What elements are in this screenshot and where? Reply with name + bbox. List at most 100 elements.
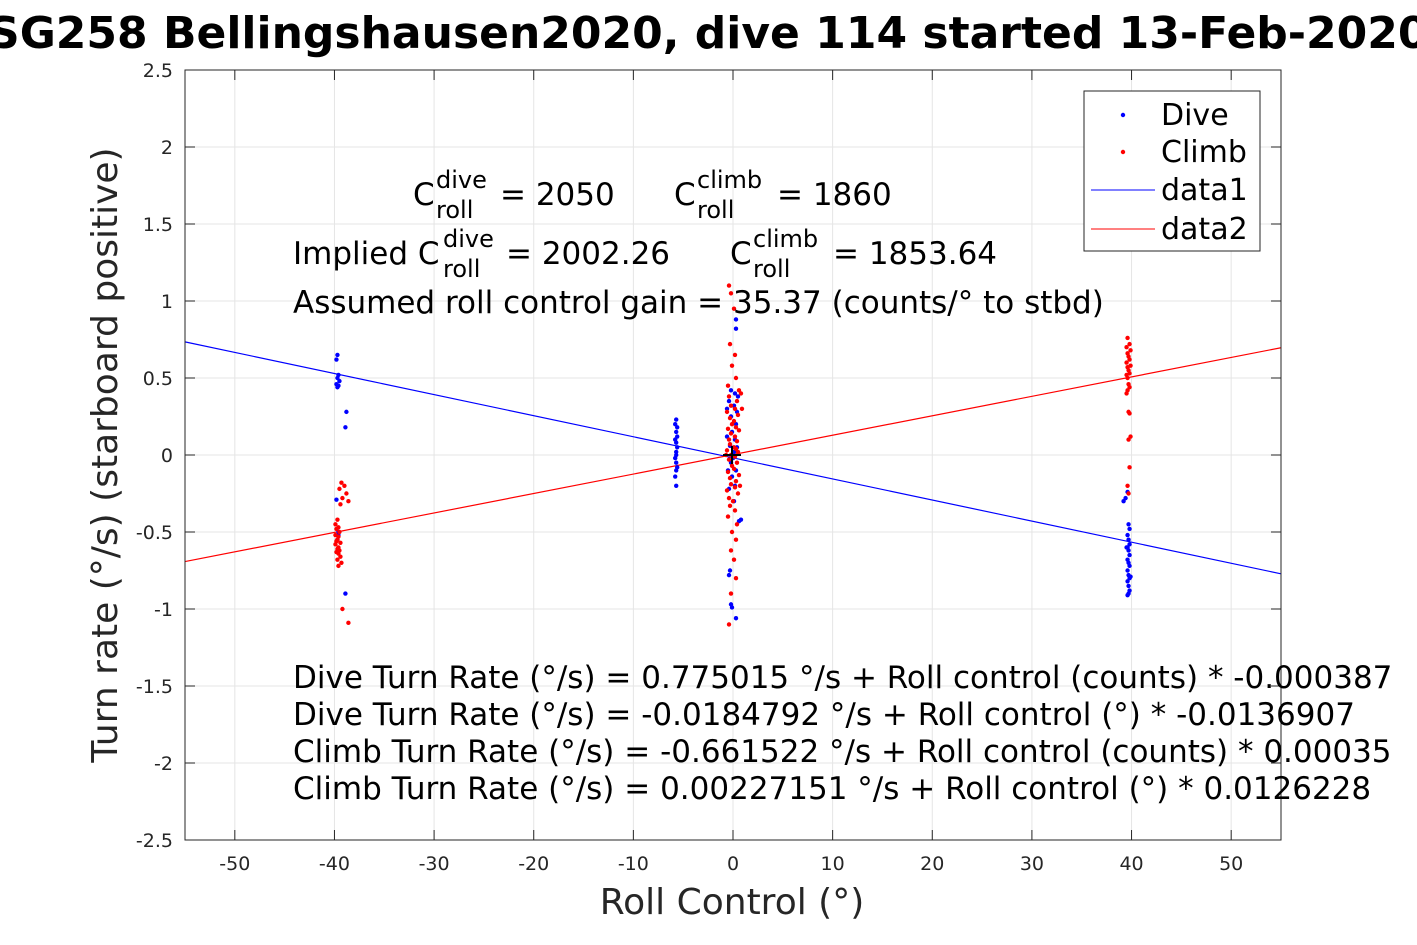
climb-point — [335, 517, 340, 522]
climb-point — [727, 475, 733, 481]
legend-climb-label: Climb — [1161, 135, 1247, 170]
tick-marks — [185, 69, 1281, 841]
climb-point — [1125, 335, 1130, 341]
roll-gain-annotation: Assumed roll control gain = 35.37 (count… — [293, 285, 1104, 321]
climb-point — [726, 457, 732, 462]
dive-point — [343, 425, 348, 430]
dive-point — [726, 398, 732, 404]
climb-point — [338, 554, 343, 559]
dive-point — [674, 417, 679, 422]
climb-point — [734, 438, 740, 444]
y-tick-label: 2.5 — [143, 60, 173, 82]
climb-point — [337, 529, 342, 535]
dive-point — [674, 460, 679, 465]
legend: Dive Climb data1 data2 — [1083, 90, 1261, 252]
climb-point — [726, 437, 732, 442]
implied-c-roll-annotation: Implied C dive roll = 2002.26 C climb ro… — [293, 225, 997, 283]
climb-point — [730, 499, 736, 504]
x-tick-label: 50 — [1219, 853, 1243, 875]
c-climb-value: = 1860 — [777, 177, 892, 213]
dive-point — [1127, 563, 1132, 569]
dive-point — [334, 497, 339, 502]
dive-point — [1127, 526, 1132, 532]
dive-point — [673, 474, 678, 479]
dive-point — [674, 429, 679, 435]
climb-point — [1124, 391, 1129, 396]
climb-point — [729, 363, 735, 368]
climb-point — [736, 428, 742, 433]
climb-point — [731, 466, 737, 472]
c-dive-symbol: C — [413, 177, 435, 213]
climb-point — [728, 591, 734, 596]
x-tick-label: -20 — [518, 853, 549, 875]
dive-point — [675, 445, 680, 450]
dive-point — [1128, 574, 1133, 579]
climb-point — [726, 394, 732, 399]
climb-point — [734, 522, 740, 527]
climb-point — [335, 557, 340, 562]
climb-point — [734, 398, 740, 404]
climb-point — [732, 352, 738, 358]
dive-point — [733, 616, 739, 621]
climb-point — [726, 495, 732, 501]
dive-point — [1126, 583, 1131, 589]
dive-point — [1127, 552, 1132, 558]
climb-point — [725, 514, 731, 519]
y-tick-label: 0.5 — [143, 368, 173, 390]
y-tick-label: 2 — [161, 137, 173, 159]
implied-dive-value: = 2002.26 — [506, 236, 670, 272]
c-climb-subscript: roll — [697, 196, 734, 224]
climb-point — [1128, 348, 1133, 353]
dive-point — [1124, 545, 1129, 550]
climb-point — [733, 576, 739, 581]
fit-equation-1: Dive Turn Rate (°/s) = 0.775015 °/s + Ro… — [293, 660, 1392, 696]
dive-point — [344, 409, 349, 415]
climb-point — [340, 606, 345, 612]
climb-point — [727, 415, 733, 421]
climb-point — [346, 499, 351, 504]
climb-point — [336, 563, 341, 569]
dive-point — [1125, 579, 1130, 584]
dive-point — [1121, 499, 1126, 504]
climb-point — [728, 548, 734, 553]
legend-box — [1083, 90, 1261, 252]
climb-point — [344, 491, 349, 496]
climb-point — [733, 478, 739, 484]
climb-point — [334, 526, 339, 532]
implied-climb-symbol: C — [730, 236, 752, 272]
climb-point — [1127, 465, 1132, 470]
climb-point — [724, 448, 730, 453]
climb-point — [333, 522, 338, 527]
dive-point — [733, 326, 739, 331]
climb-point — [731, 557, 737, 562]
dive-point — [735, 394, 741, 399]
climb-point — [339, 480, 344, 485]
climb-point — [725, 383, 731, 388]
x-tick-label: 40 — [1119, 853, 1143, 875]
legend-climb-marker — [1120, 149, 1126, 155]
climb-point — [732, 485, 738, 490]
climb-point — [1124, 345, 1129, 350]
fit-equation-3: Climb Turn Rate (°/s) = -0.661522 °/s + … — [293, 734, 1392, 770]
dive-point — [1126, 522, 1131, 527]
climb-point — [728, 291, 734, 296]
c-climb-symbol: C — [674, 177, 696, 213]
implied-dive-superscript: dive — [443, 225, 494, 253]
legend-data1-label: data1 — [1161, 173, 1248, 208]
dive-point — [335, 352, 340, 358]
dive-point — [732, 391, 738, 396]
climb-point — [726, 622, 732, 627]
climb-point — [333, 542, 338, 547]
climb-point — [1126, 491, 1131, 496]
dive-point — [727, 568, 733, 573]
x-tick-label: 30 — [1020, 853, 1044, 875]
climb-point — [338, 502, 343, 507]
climb-point — [731, 306, 737, 311]
fit-equation-4: Climb Turn Rate (°/s) = 0.00227151 °/s +… — [293, 771, 1371, 807]
climb-point — [340, 495, 345, 501]
implied-climb-value: = 1853.64 — [833, 236, 997, 272]
dive-point — [728, 388, 734, 393]
climb-point — [727, 442, 733, 447]
climb-point — [734, 460, 740, 465]
